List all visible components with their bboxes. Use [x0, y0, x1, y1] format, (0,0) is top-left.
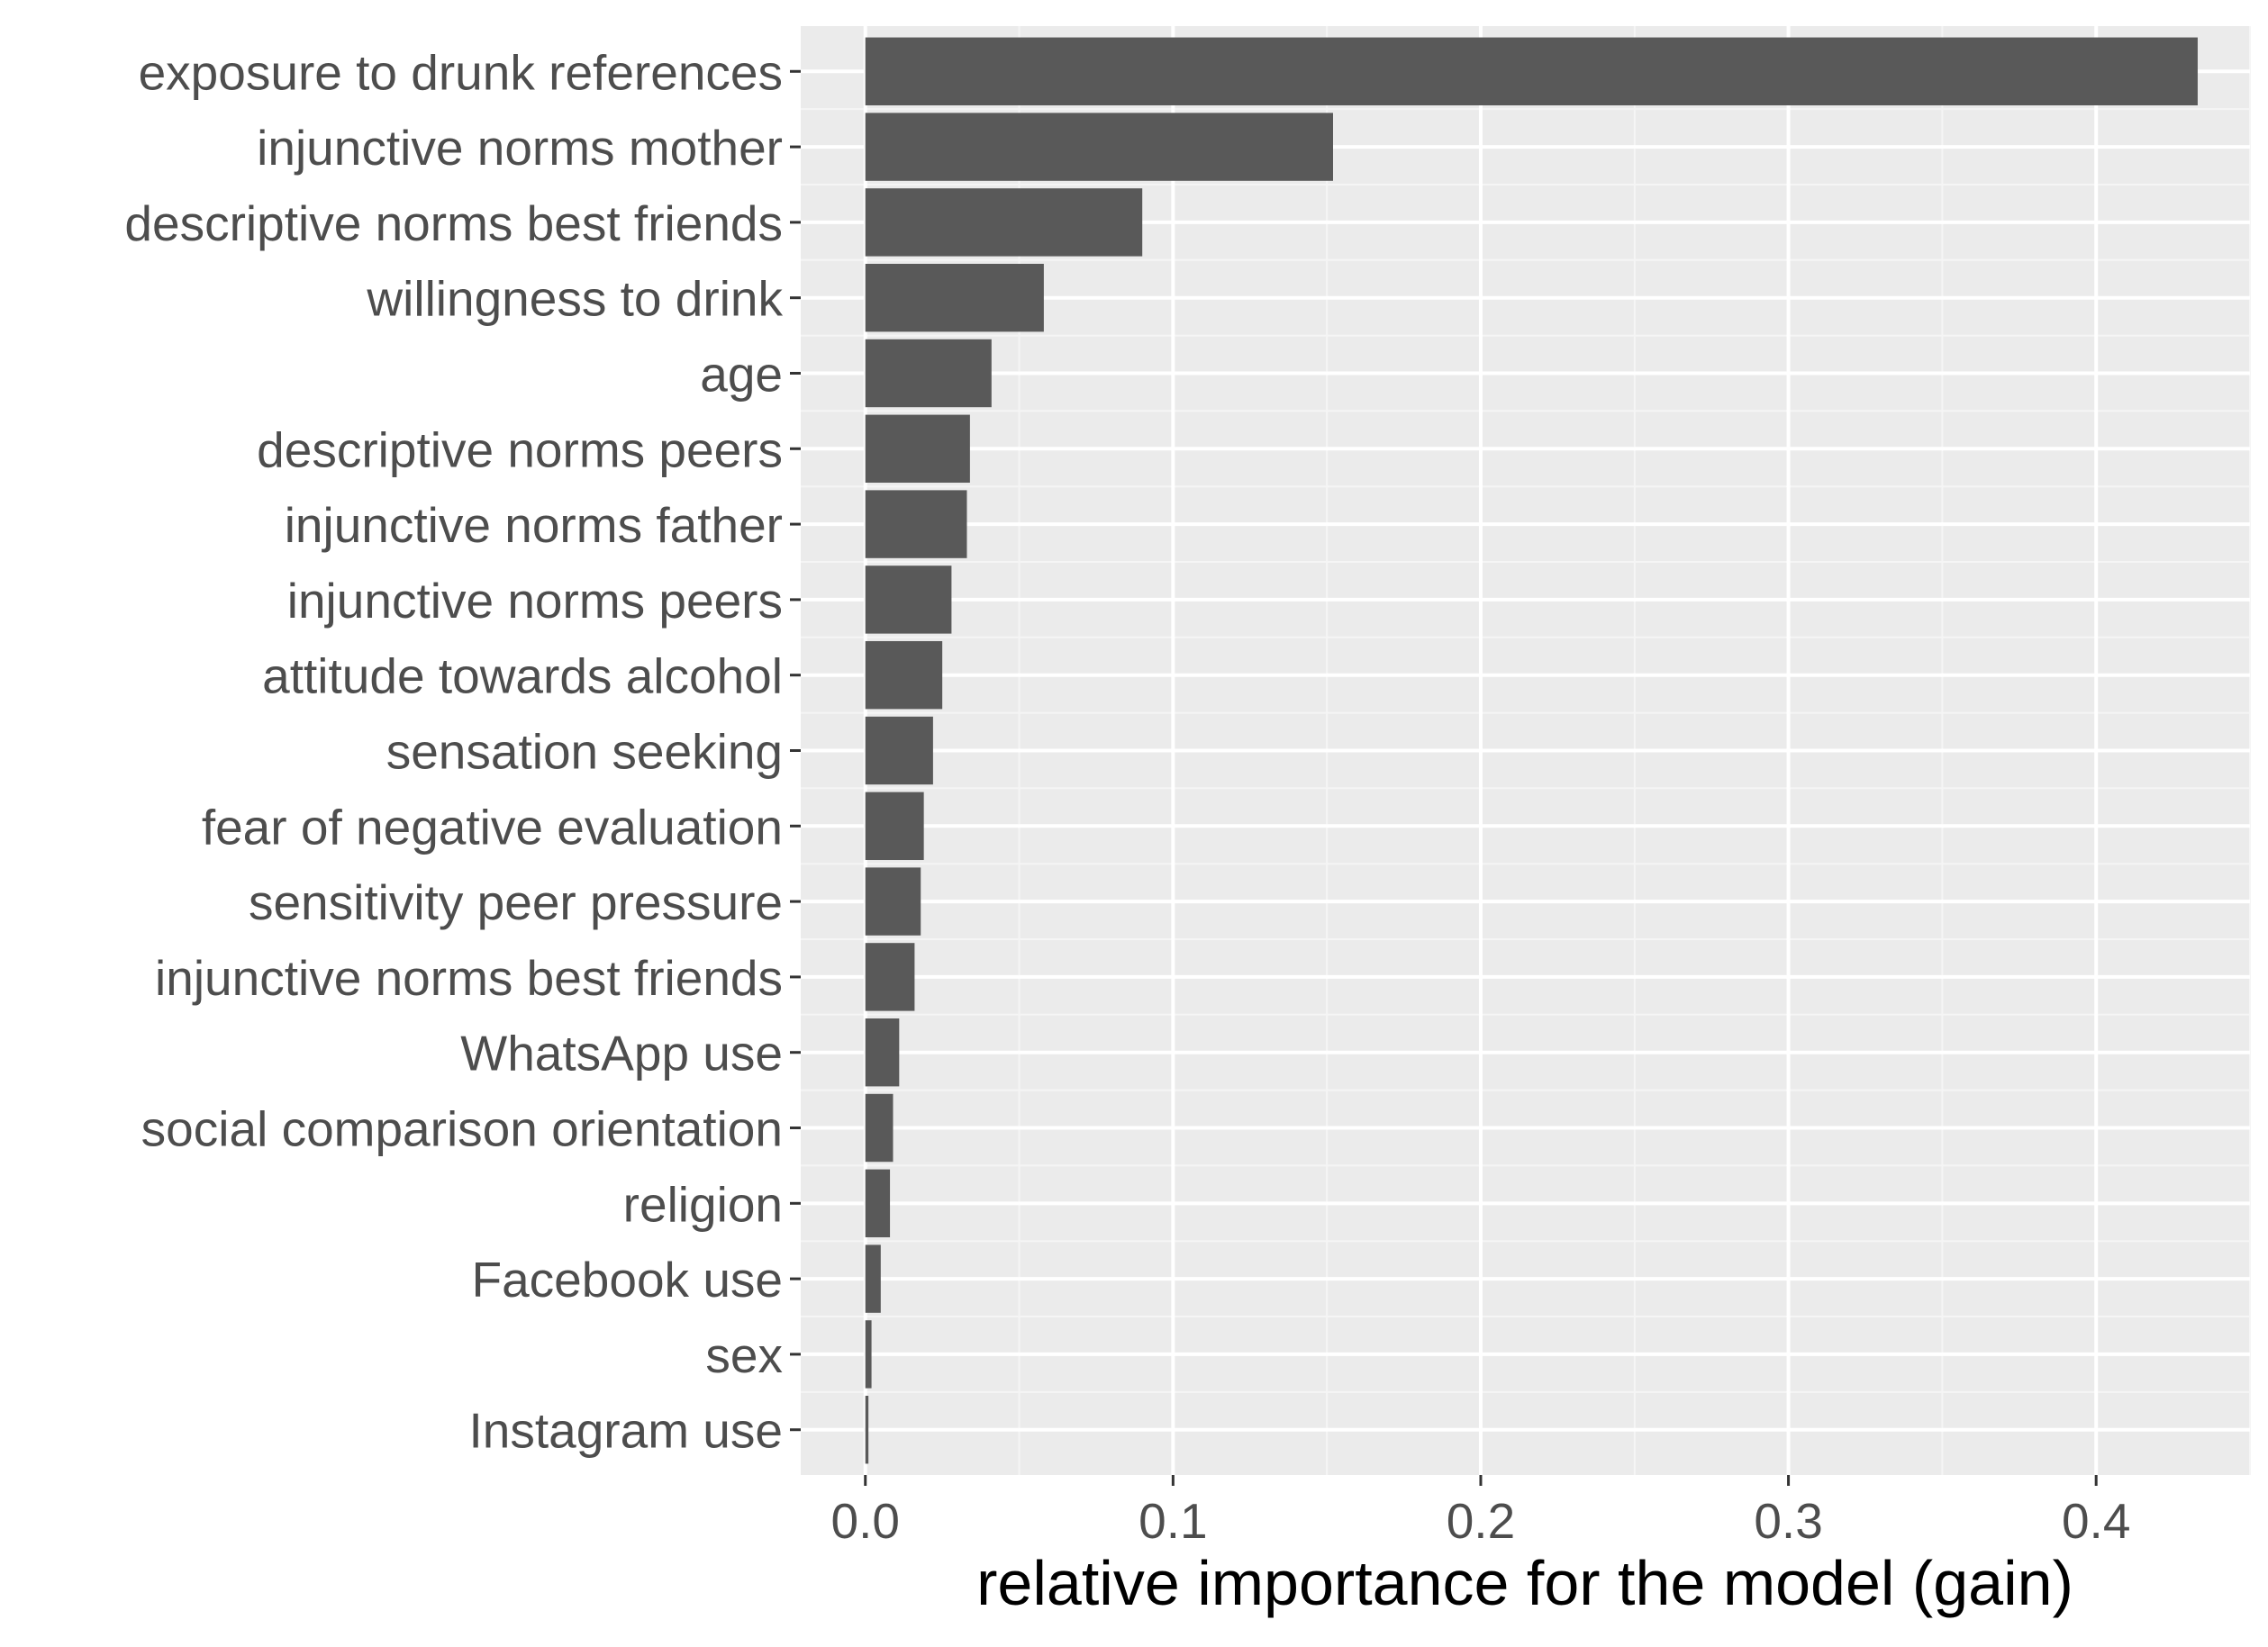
bar: [865, 113, 1333, 181]
category-label: Instagram use: [468, 1403, 783, 1459]
bars: [865, 37, 2198, 1464]
category-label: sex: [705, 1327, 783, 1383]
bar: [865, 792, 924, 861]
category-label: injunctive norms father: [285, 497, 783, 553]
bar: [865, 1244, 881, 1313]
category-label: religion: [623, 1176, 783, 1232]
category-label: injunctive norms mother: [257, 120, 783, 176]
category-label: WhatsApp use: [460, 1026, 783, 1081]
x-axis: 0.0 0.1 0.2 0.3 0.4: [831, 1475, 2130, 1549]
x-tick-label: 0.1: [1139, 1493, 1207, 1549]
category-label: sensitivity peer pressure: [249, 874, 783, 930]
bar: [865, 490, 967, 558]
category-label: injunctive norms peers: [287, 573, 783, 629]
x-axis-title: relative importance for the model (gain): [976, 1548, 2073, 1618]
bar: [865, 867, 921, 936]
bar: [865, 943, 915, 1011]
bar: [865, 1018, 900, 1087]
category-label: age: [700, 346, 783, 402]
bar: [865, 1396, 869, 1464]
category-label: injunctive norms best friends: [155, 950, 783, 1006]
category-label: sensation seeking: [386, 724, 783, 780]
bar: [865, 1320, 872, 1389]
category-label: Facebook use: [472, 1252, 784, 1308]
bar: [865, 1093, 894, 1163]
bar: [865, 640, 943, 710]
bar: [865, 1169, 891, 1238]
category-label: descriptive norms peers: [257, 421, 783, 477]
bar: [865, 716, 933, 785]
x-tick-label: 0.0: [831, 1493, 900, 1549]
category-label: fear of negative evaluation: [202, 799, 783, 855]
x-tick-label: 0.3: [1754, 1493, 1822, 1549]
category-label: attitude towards alcohol: [262, 648, 783, 704]
x-tick-label: 0.4: [2062, 1493, 2130, 1549]
bar: [865, 414, 970, 484]
bar: [865, 339, 992, 408]
bar: [865, 188, 1143, 257]
category-label: descriptive norms best friends: [124, 195, 783, 251]
bar: [865, 263, 1044, 332]
bar: [865, 37, 2198, 105]
category-label: social comparison orientation: [141, 1101, 783, 1157]
category-label: exposure to drunk references: [139, 44, 783, 100]
x-tick-label: 0.2: [1447, 1493, 1515, 1549]
bar: [865, 566, 952, 634]
y-axis: exposure to drunk references injunctive n…: [124, 44, 801, 1459]
category-label: willingness to drink: [366, 271, 783, 327]
